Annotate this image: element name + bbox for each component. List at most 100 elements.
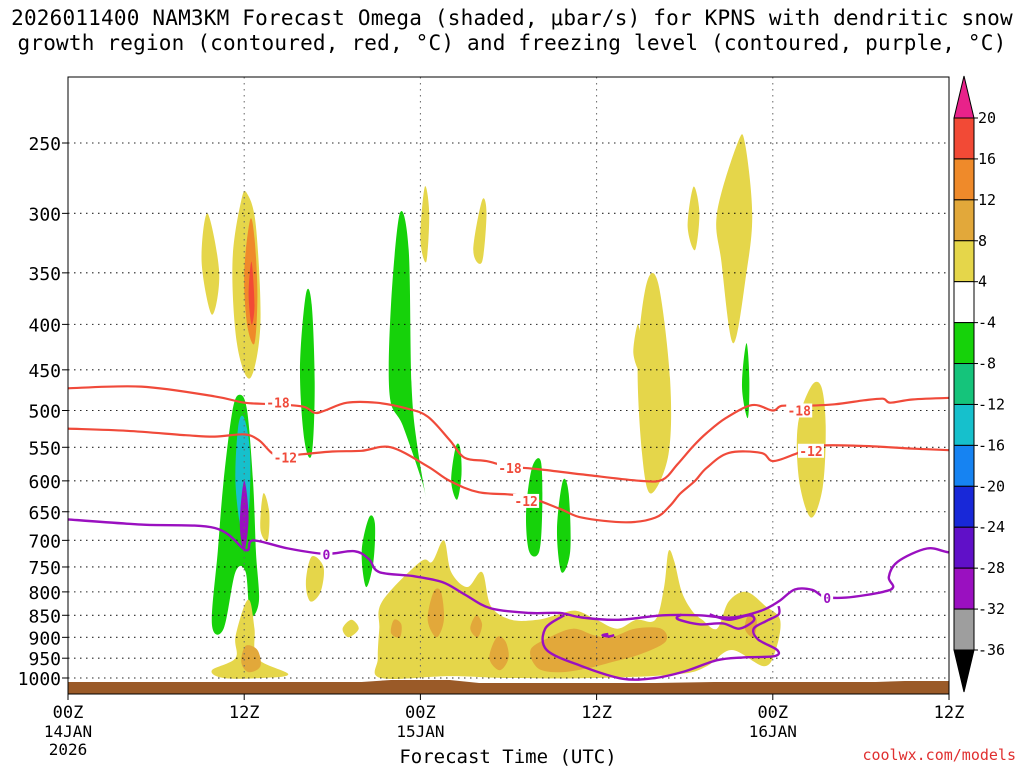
dgz-label-bg-0-1 (496, 460, 523, 475)
ytick-label-1000: 1000 (18, 669, 61, 690)
dgz-contour-minus12 (68, 427, 949, 524)
ytick-label-250: 250 (28, 134, 61, 155)
freezing-label-1: 0 (823, 592, 831, 607)
colorbar-swatch-11 (953, 567, 975, 610)
omega-region-descent-4-21 (305, 555, 324, 602)
colorbar-label-10: -24 (978, 518, 1005, 536)
colorbar-label-1: 16 (978, 150, 996, 168)
dgz-label-0-1: -18 (498, 462, 522, 477)
xtick-label-24: 00Z (405, 703, 436, 723)
xtick-label-48: 00Z (757, 703, 788, 723)
colorbar-swatch-3 (953, 240, 975, 283)
omega-region-descent-4-18 (716, 134, 753, 344)
colorbar-label-11: -28 (978, 559, 1005, 577)
freezing-level-loop-2 (601, 632, 615, 638)
colorbar-label-2: 12 (978, 191, 996, 209)
omega-region-descent-8-25 (241, 645, 261, 673)
omega-region-descent-4-15 (637, 272, 672, 494)
dgz-label-0-0: -18 (266, 397, 290, 412)
omega-region-ascent-8-3 (361, 515, 376, 588)
colorbar-swatch-4 (953, 281, 975, 324)
plot-border (67, 76, 950, 695)
ytick-label-400: 400 (28, 315, 61, 336)
freezing-level-loop-1 (675, 613, 756, 630)
xtick-date-0: 14JAN (44, 722, 92, 741)
dgz-label-1-1: -12 (514, 495, 537, 510)
ytick-label-550: 550 (28, 438, 61, 459)
grid-lines (68, 77, 949, 694)
ytick-label-900: 900 (28, 628, 61, 649)
colorbar-legend: 20 16 12 8 4 -4 -8 -12 -16 -20 -24 -28 -32 -36 (953, 75, 1005, 693)
omega-region-descent-4-23 (342, 619, 359, 638)
plot-frame (67, 76, 950, 695)
freezing-label-bg-0 (320, 547, 333, 562)
ground-fill (68, 680, 949, 694)
freezing-level-contour (68, 518, 949, 622)
omega-region-descent-4-17 (687, 186, 700, 251)
dgz-contour-minus18 (68, 385, 949, 483)
pressure-axis: 2503003504004505005506006507007508008509… (18, 134, 68, 690)
xtick-date-24: 15JAN (396, 722, 444, 741)
ytick-label-700: 700 (28, 531, 61, 552)
omega-region-descent-4-16 (633, 324, 641, 370)
colorbar-label-6: -8 (978, 355, 996, 373)
omega-region-ascent-8-8 (1011, 662, 1024, 678)
ytick-label-650: 650 (28, 503, 61, 524)
omega-region-descent-8-30 (530, 627, 668, 673)
colorbar-label-3: 8 (978, 232, 987, 250)
dgz-label-bg-0-2 (786, 403, 813, 418)
omega-region-descent-8-28 (470, 615, 483, 638)
dgz-label-bg-1-1 (513, 493, 540, 508)
colorbar-swatch-0 (953, 117, 975, 160)
xtick-label-0: 00Z (53, 703, 84, 723)
xtick-year-0: 2026 (49, 740, 88, 759)
omega-region-descent-8-27 (427, 588, 445, 638)
omega-region-descent-4-11 (201, 213, 220, 315)
ground-layer (68, 680, 949, 694)
colorbar-swatch-2 (953, 199, 975, 242)
ytick-label-950: 950 (28, 649, 61, 670)
freezing-label-0: 0 (323, 548, 331, 563)
credit-text: coolwx.com/models (862, 746, 1016, 764)
colorbar-swatch-6 (953, 363, 975, 405)
omega-region-descent-4-24 (374, 540, 781, 679)
omega-region-ascent-8-2 (388, 210, 427, 502)
ytick-label-450: 450 (28, 361, 61, 382)
xtick-label-60: 12Z (934, 703, 965, 723)
contour-lines: -18 -18 -18 -12 -12 -12 0 0 (68, 385, 949, 681)
omega-region-ascent-8-1 (299, 288, 315, 458)
colorbar-label-0: 20 (978, 109, 996, 127)
ytick-label-500: 500 (28, 402, 61, 423)
colorbar-label-9: -20 (978, 477, 1005, 495)
colorbar-label-7: -12 (978, 395, 1005, 413)
ytick-label-300: 300 (28, 204, 61, 225)
omega-region-descent-4-20 (260, 493, 270, 542)
colorbar-swatch-12 (953, 608, 975, 651)
colorbar-label-8: -16 (978, 436, 1005, 454)
colorbar-swatch-10 (953, 526, 975, 569)
ytick-label-350: 350 (28, 264, 61, 285)
colorbar-top-arrow (953, 75, 975, 119)
ytick-label-800: 800 (28, 583, 61, 604)
dgz-label-bg-0-0 (264, 395, 291, 410)
omega-region-descent-8-26 (390, 619, 402, 638)
ytick-label-600: 600 (28, 472, 61, 493)
dgz-label-bg-1-2 (797, 443, 824, 458)
dgz-label-0-2: -18 (787, 405, 811, 420)
dgz-label-1-2: -12 (799, 445, 822, 460)
ytick-label-750: 750 (28, 558, 61, 579)
colorbar-label-13: -36 (978, 641, 1005, 659)
omega-region-descent-8-29 (489, 636, 509, 671)
omega-region-descent-16-33 (248, 261, 255, 325)
chart-title-line-2: growth region (contoured, red, °C) and f… (17, 31, 1007, 55)
xtick-date-48: 16JAN (749, 722, 797, 741)
colorbar-swatch-1 (953, 158, 975, 201)
xtick-label-12: 12Z (229, 703, 260, 723)
dgz-label-bg-1-0 (272, 450, 299, 465)
ytick-label-850: 850 (28, 606, 61, 627)
colorbar-swatch-8 (953, 444, 975, 487)
dgz-label-1-0: -12 (274, 452, 297, 467)
omega-region-descent-4-22 (211, 599, 289, 679)
